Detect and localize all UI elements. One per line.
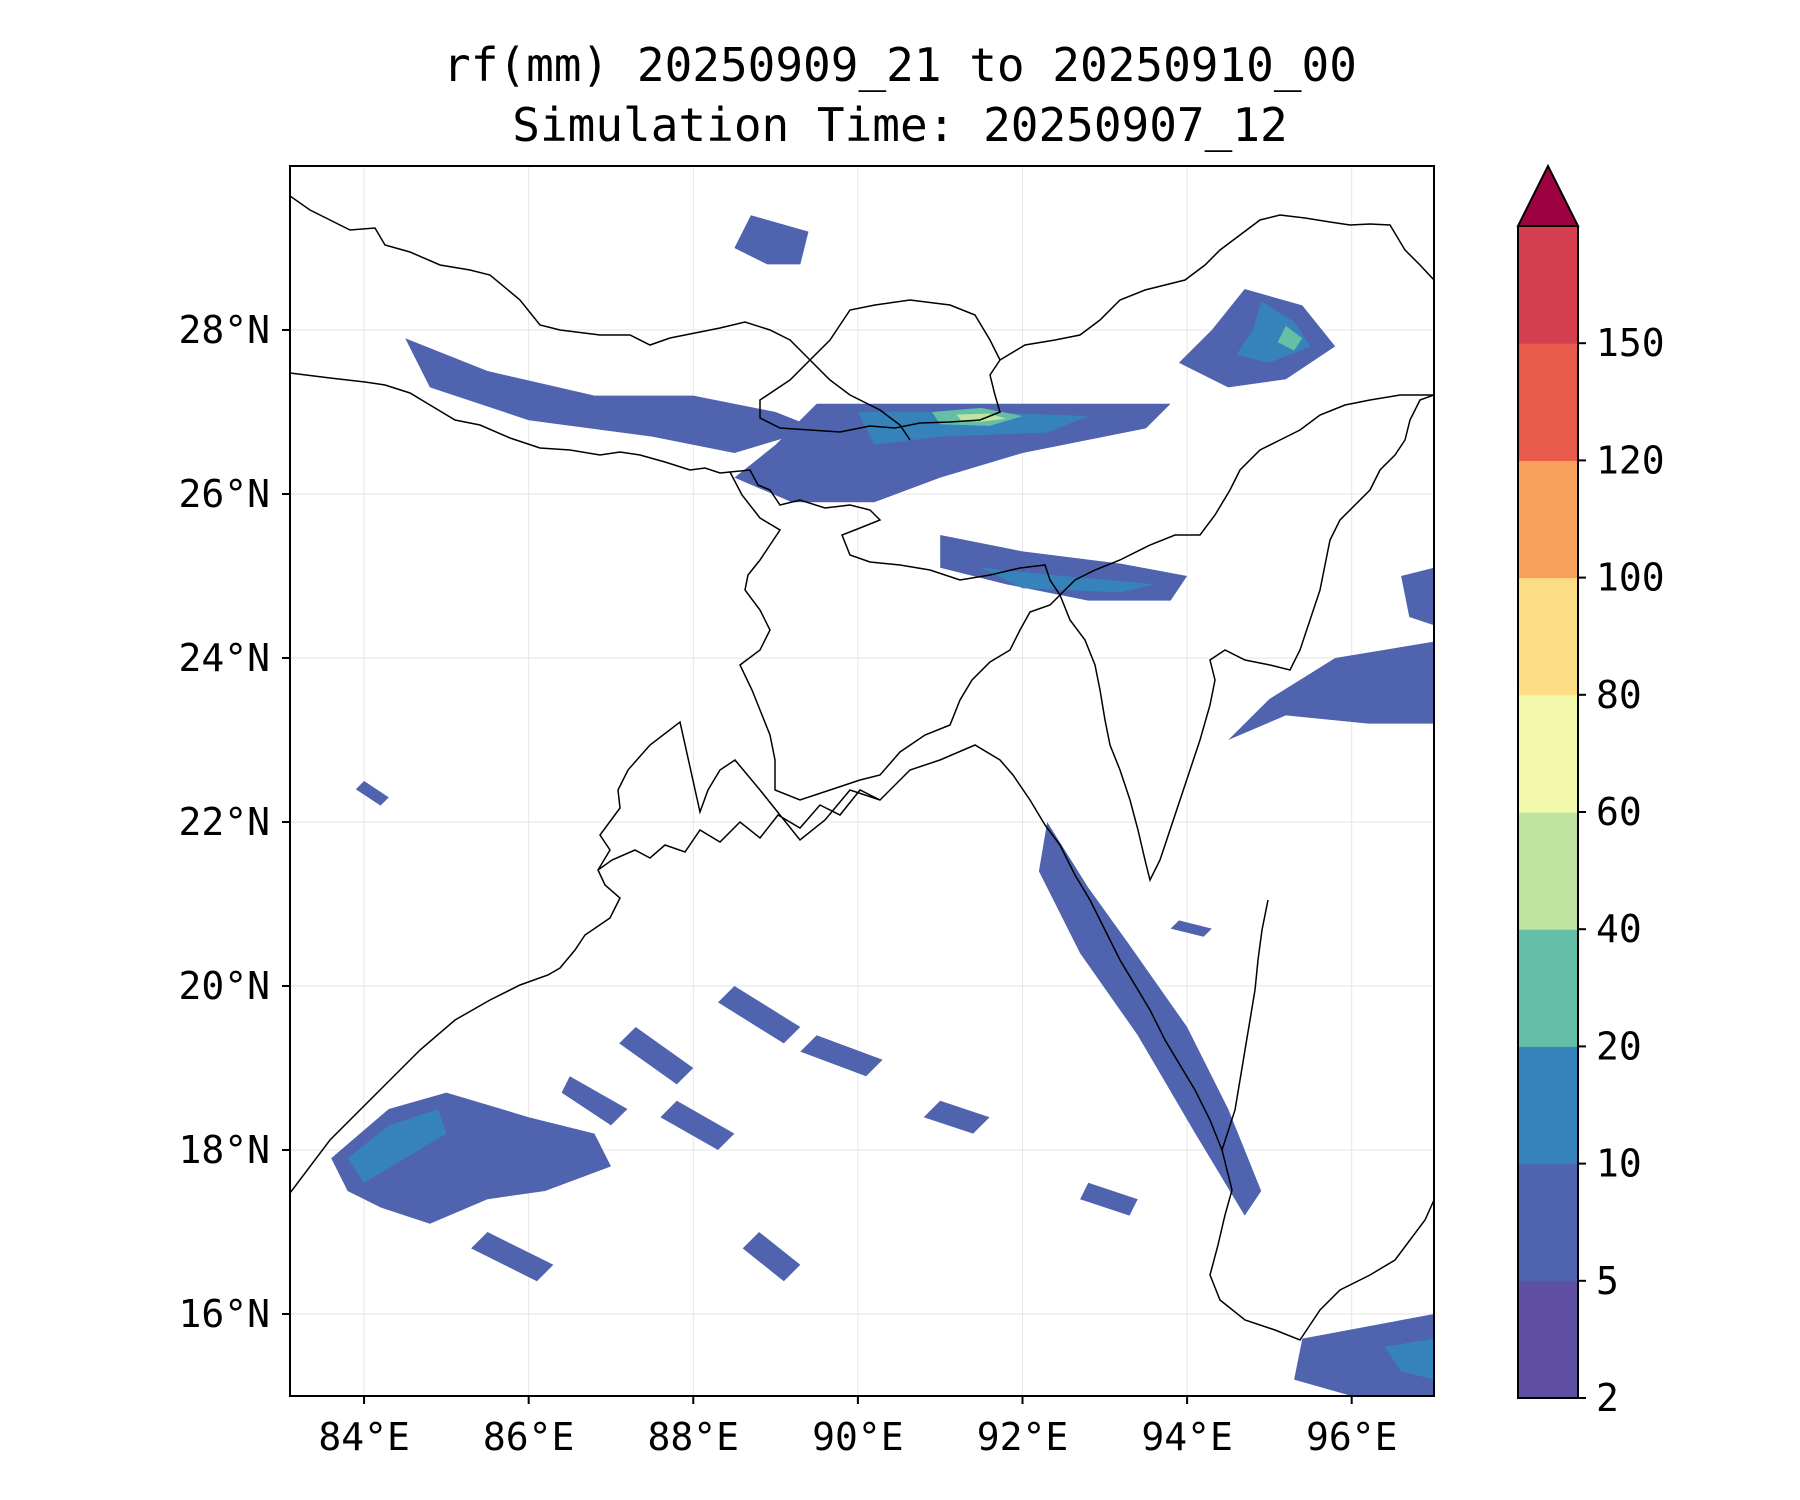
rain-bay-streak-2 xyxy=(619,1027,694,1085)
rain-bay-streak-11 xyxy=(355,781,389,806)
colorbar-tick-label: 150 xyxy=(1596,321,1665,365)
x-tick-label: 94°E xyxy=(1141,1415,1233,1459)
rain-bhutan-assam-core xyxy=(857,412,1089,445)
colorbar-tick-label: 2 xyxy=(1596,1376,1619,1420)
y-tick-label: 18°N xyxy=(178,1128,270,1172)
rain-myanmar-east-edge xyxy=(1401,567,1434,626)
rain-andhra-coast-core xyxy=(347,1109,447,1183)
coastline-india-east xyxy=(290,720,1434,1341)
colorbar-extend-arrow xyxy=(1516,163,1580,227)
border-india-myanmar xyxy=(1059,394,1434,883)
rain-bhutan-assam-band xyxy=(734,403,1171,503)
rain-meghalaya-core xyxy=(981,567,1155,593)
colorbar-tick-label: 80 xyxy=(1596,673,1642,717)
x-tick-label: 96°E xyxy=(1306,1415,1398,1459)
y-tick-label: 24°N xyxy=(178,636,270,680)
y-tick-label: 28°N xyxy=(178,308,270,352)
figure-subtitle: Simulation Time: 20250907_12 xyxy=(512,98,1288,152)
border-china-northeast xyxy=(999,214,1434,361)
x-tick-label: 88°E xyxy=(648,1415,740,1459)
rain-bay-streak-1 xyxy=(561,1076,628,1126)
coastline-myanmar xyxy=(1221,899,1269,1151)
rain-bhutan-peak-inner xyxy=(956,413,1006,422)
colorbar-segment xyxy=(1518,1280,1578,1399)
border-assam xyxy=(1059,394,1434,596)
y-tick-label: 16°N xyxy=(178,1292,270,1336)
coastline-delta xyxy=(597,789,881,871)
x-tick-label: 84°E xyxy=(318,1415,410,1459)
figure-title: rf(mm) 20250909_21 to 20250910_00 xyxy=(443,38,1357,92)
border-bangladesh xyxy=(728,469,1061,801)
border-bhutan xyxy=(759,299,1001,433)
colorbar-tick-label: 40 xyxy=(1596,907,1642,951)
rain-bay-streak-4 xyxy=(660,1100,735,1150)
colorbar-tick-label: 100 xyxy=(1596,556,1665,600)
rain-bay-streak-10 xyxy=(1170,920,1212,937)
colorbar-segment xyxy=(1518,343,1578,461)
rain-myanmar-west xyxy=(1228,641,1434,740)
rain-bay-streak-8 xyxy=(923,1100,990,1134)
colorbar-tick-label: 5 xyxy=(1596,1259,1619,1303)
border-india-nepal xyxy=(290,372,731,474)
x-tick-label: 92°E xyxy=(977,1415,1069,1459)
colorbar-segment xyxy=(1518,460,1578,579)
rain-bay-streak-9 xyxy=(1080,1182,1138,1216)
y-tick-label: 20°N xyxy=(178,964,270,1008)
y-tick-label: 26°N xyxy=(178,472,270,516)
colorbar-segment xyxy=(1518,929,1578,1047)
map-frame xyxy=(289,165,1435,1397)
axis-ticks: 84°E 86°E 88°E 90°E 92°E 94°E 96°E 16°N 18°N 20°N… xyxy=(178,308,1397,1459)
coastlines-borders xyxy=(290,195,1434,1341)
colorbar-segment xyxy=(1518,577,1578,696)
rain-arunachal-east-peak xyxy=(1277,325,1303,351)
y-tick-label: 22°N xyxy=(178,800,270,844)
colorbar-segment xyxy=(1518,694,1578,813)
rain-bay-streak-6 xyxy=(471,1232,554,1282)
rain-bay-streak-7 xyxy=(742,1232,801,1282)
rain-andaman-core xyxy=(1384,1338,1434,1380)
x-tick-label: 90°E xyxy=(812,1415,904,1459)
colorbar-tick-label: 60 xyxy=(1596,790,1642,834)
colorbar-segment xyxy=(1518,1046,1578,1165)
rain-bay-streak-5 xyxy=(800,1035,883,1077)
rain-bay-streak-3 xyxy=(718,986,801,1044)
colorbar-segment xyxy=(1518,812,1578,930)
colorbar-segment xyxy=(1518,226,1578,344)
rainfall-contours xyxy=(331,215,1434,1396)
x-tick-label: 86°E xyxy=(483,1415,575,1459)
border-nepal-china xyxy=(290,195,911,441)
colorbar-segment xyxy=(1518,1163,1578,1282)
rain-tibet-cell xyxy=(734,215,809,265)
rain-andaman-sw xyxy=(1294,1314,1434,1396)
rain-himalaya-foothills-west xyxy=(405,338,817,453)
colorbar-tick-label: 10 xyxy=(1596,1142,1642,1186)
rain-arakan-coast xyxy=(1038,822,1262,1216)
colorbar-tick-label: 20 xyxy=(1596,1024,1642,1068)
colorbar: 2 5 10 20 40 60 80 100 120 150 xyxy=(1516,163,1665,1420)
colorbar-tick-label: 120 xyxy=(1596,438,1665,482)
